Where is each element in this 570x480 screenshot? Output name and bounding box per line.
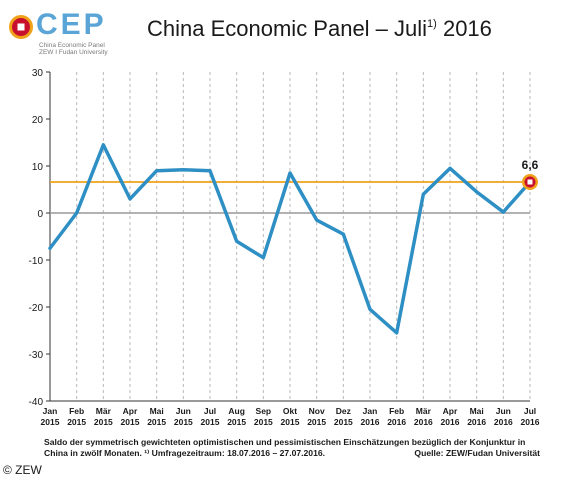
y-tick-label-30: 30 [32, 68, 44, 79]
x-tick-label-year-0: 2015 [41, 417, 60, 427]
data-point-4 [155, 169, 159, 173]
x-tick-label-year-1: 2015 [67, 417, 86, 427]
x-tick-label-year-18: 2016 [521, 417, 540, 427]
data-point-6 [208, 169, 212, 173]
data-point-3 [128, 197, 132, 201]
x-tick-label-month-8: Sep [256, 406, 272, 416]
x-tick-label-year-3: 2015 [121, 417, 140, 427]
x-tick-label-month-17: Jun [496, 406, 511, 416]
data-point-5 [181, 168, 185, 172]
x-tick-label-year-13: 2016 [387, 417, 406, 427]
data-point-0 [48, 246, 52, 250]
source-note: Quelle: ZEW/Fudan Universität [414, 448, 540, 458]
x-tick-label-year-7: 2015 [227, 417, 246, 427]
y-tick-label-10: 10 [32, 162, 44, 173]
y-tick-label--40: -40 [29, 397, 44, 408]
copyright: © ZEW [3, 463, 42, 477]
data-point-7 [235, 239, 239, 243]
x-tick-label-month-9: Okt [283, 406, 297, 416]
cep-seal-icon [9, 15, 33, 39]
x-tick-label-year-10: 2015 [307, 417, 326, 427]
y-tick-label-0: 0 [37, 209, 43, 220]
chart-title-year: 2016 [442, 16, 492, 41]
data-point-10 [315, 218, 319, 222]
x-tick-label-year-16: 2016 [467, 417, 486, 427]
y-tick-label-20: 20 [32, 115, 44, 126]
data-point-12 [368, 307, 372, 311]
x-tick-label-year-5: 2015 [174, 417, 193, 427]
logo-subtitle-1: China Economic Panel [39, 42, 105, 49]
x-tick-label-year-4: 2015 [147, 417, 166, 427]
data-point-2 [101, 143, 105, 147]
x-tick-label-month-18: Jul [524, 406, 536, 416]
x-tick-label-month-7: Aug [228, 406, 245, 416]
chart-title: China Economic Panel – Juli1) 2016 [147, 16, 492, 42]
last-point-center [527, 179, 533, 185]
x-tick-label-month-1: Feb [69, 406, 84, 416]
footnote: Saldo der symmetrisch gewichteten optimi… [44, 437, 544, 459]
chart-title-footnote-mark: 1) [427, 18, 437, 30]
last-point-label: 6,6 [522, 158, 539, 172]
x-tick-label-month-5: Jun [176, 406, 191, 416]
data-point-15 [448, 166, 452, 170]
x-tick-label-year-6: 2015 [201, 417, 220, 427]
y-tick-label--30: -30 [29, 350, 44, 361]
data-point-1 [75, 211, 79, 215]
x-tick-label-year-2: 2015 [94, 417, 113, 427]
x-tick-label-month-14: Mär [416, 406, 432, 416]
data-point-9 [288, 171, 292, 175]
footnote-text: Saldo der symmetrisch gewichteten optimi… [44, 437, 526, 458]
x-tick-label-month-12: Jan [363, 406, 378, 416]
x-tick-label-year-8: 2015 [254, 417, 273, 427]
x-tick-label-month-0: Jan [43, 406, 58, 416]
x-tick-label-month-15: Apr [443, 406, 458, 416]
x-tick-label-month-13: Feb [389, 406, 404, 416]
x-tick-label-year-17: 2016 [494, 417, 513, 427]
y-tick-label--20: -20 [29, 303, 44, 314]
x-tick-label-year-9: 2015 [281, 417, 300, 427]
data-point-14 [421, 192, 425, 196]
x-tick-label-year-11: 2015 [334, 417, 353, 427]
logo-subtitle-2: ZEW I Fudan University [39, 49, 108, 56]
x-tick-label-year-14: 2016 [414, 417, 433, 427]
x-tick-label-month-4: Mai [150, 406, 164, 416]
x-tick-label-month-2: Mär [96, 406, 112, 416]
x-tick-label-month-16: Mai [470, 406, 484, 416]
data-point-11 [341, 232, 345, 236]
x-tick-label-year-15: 2016 [441, 417, 460, 427]
cep-logo: CEP China Economic Panel ZEW I Fudan Uni… [6, 8, 146, 56]
logo-wordmark: CEP [36, 8, 107, 41]
data-point-16 [475, 190, 479, 194]
x-tick-label-month-3: Apr [123, 406, 138, 416]
x-tick-label-year-12: 2016 [361, 417, 380, 427]
x-tick-label-month-11: Dez [336, 406, 351, 416]
data-point-17 [501, 210, 505, 214]
data-point-13 [395, 331, 399, 335]
y-tick-label--10: -10 [29, 256, 44, 267]
chart-title-main: China Economic Panel – Juli [147, 16, 428, 41]
x-tick-label-month-10: Nov [309, 406, 325, 416]
data-point-8 [261, 256, 265, 260]
x-tick-label-month-6: Jul [204, 406, 216, 416]
